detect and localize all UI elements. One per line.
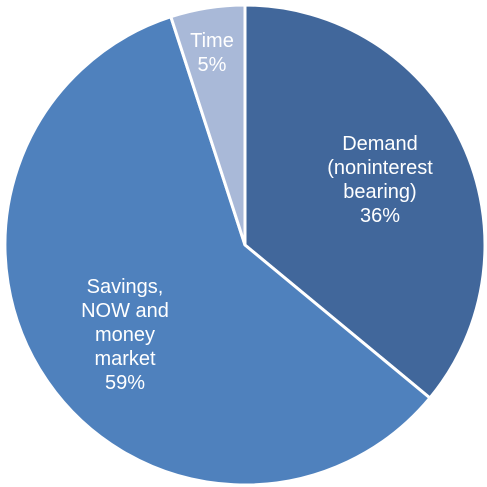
slice-label: Demand (noninterest bearing) 36% xyxy=(315,132,445,228)
category-label: Time xyxy=(190,30,234,52)
category-label: Demand (noninterest bearing) xyxy=(327,133,433,203)
value-label: 5% xyxy=(197,54,227,76)
slice-label: Time 5% xyxy=(182,29,242,77)
slice-label: Savings, NOW and money market 59% xyxy=(68,275,183,395)
value-label: 36% xyxy=(359,205,401,227)
pie-slice xyxy=(3,15,432,487)
value-label: 59% xyxy=(104,372,146,394)
category-label: Savings, NOW and money market xyxy=(81,276,169,370)
pie-slice xyxy=(243,3,487,400)
pie-slice xyxy=(169,3,247,247)
